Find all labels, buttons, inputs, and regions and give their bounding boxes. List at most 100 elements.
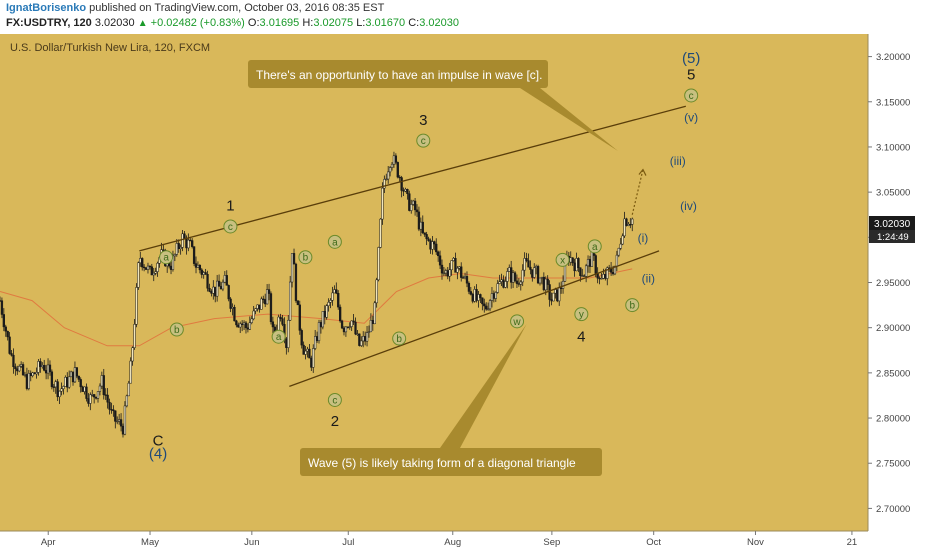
candle-body xyxy=(546,278,549,285)
candle-body xyxy=(191,240,194,247)
candle-body xyxy=(429,240,432,250)
candle-body xyxy=(314,336,317,349)
candle-body xyxy=(206,274,209,289)
candle-body xyxy=(377,247,380,281)
candle-body xyxy=(383,179,386,189)
candle-body xyxy=(298,304,301,331)
candle-body xyxy=(248,322,251,330)
candle-body xyxy=(79,379,82,388)
candle-body xyxy=(227,285,230,300)
candle-body xyxy=(604,274,607,279)
candle-body xyxy=(621,235,624,245)
candle-body xyxy=(362,336,365,342)
candle-body xyxy=(10,353,13,356)
time-axis-background[interactable] xyxy=(0,531,868,550)
candle-body xyxy=(527,260,530,268)
wave-label-y: y xyxy=(579,310,584,321)
candle-body xyxy=(212,286,215,294)
ohlc-line: FX:USDTRY, 120 3.02030 ▲ +0.02482 (+0.83… xyxy=(6,17,459,29)
candle-body xyxy=(150,266,153,276)
high-value: 3.02075 xyxy=(313,17,354,29)
y-tick-label: 3.05000 xyxy=(876,188,910,199)
candle-body xyxy=(504,281,507,288)
candle-body xyxy=(550,299,553,302)
wave-label-a: a xyxy=(332,237,338,248)
candle-body xyxy=(142,266,146,269)
wave-circle xyxy=(298,250,313,265)
candle-body xyxy=(221,281,225,290)
candle-body xyxy=(561,281,565,289)
candle-body xyxy=(606,267,609,279)
candle-body xyxy=(523,258,526,271)
candle-body xyxy=(267,289,271,294)
candle-body xyxy=(415,209,419,213)
candle-body xyxy=(344,326,348,333)
candle-body xyxy=(285,338,288,348)
candle-body xyxy=(244,322,248,329)
candle-body xyxy=(456,267,459,273)
candle-body xyxy=(31,372,34,377)
callout-bottom-box xyxy=(300,448,602,476)
callouts: There's an opportunity to have an impuls… xyxy=(248,60,618,476)
candle-body xyxy=(333,289,336,294)
candle-body xyxy=(483,303,486,307)
candle-body xyxy=(496,283,499,293)
low-value: 3.01670 xyxy=(365,17,406,29)
candles xyxy=(0,151,634,438)
chart-area[interactable]: U.S. Dollar/Turkish New Lira, 120, FXCM … xyxy=(0,34,932,550)
author-link[interactable]: IgnatBorisenko xyxy=(6,2,87,14)
wave-circle xyxy=(574,307,589,322)
candle-body xyxy=(39,361,42,367)
candle-body xyxy=(14,366,17,370)
candle-body xyxy=(379,218,382,248)
candle-body xyxy=(192,246,196,264)
candle-body xyxy=(329,300,332,303)
last-price: 3.02030 xyxy=(94,17,135,29)
candle-body xyxy=(223,275,226,283)
wave-circle xyxy=(510,314,525,329)
candle-body xyxy=(515,280,519,284)
candle-body xyxy=(75,367,79,377)
y-tick-label: 2.70000 xyxy=(876,504,910,515)
candle-body xyxy=(121,425,125,435)
callout-bottom[interactable]: Wave (5) is likely taking form of a diag… xyxy=(300,324,602,476)
candle-body xyxy=(631,218,634,225)
candle-body xyxy=(511,272,515,283)
wave-circle xyxy=(327,234,342,249)
candle-body xyxy=(350,320,353,327)
candle-body xyxy=(513,272,517,282)
candle-body xyxy=(433,241,436,245)
open-value: 3.01695 xyxy=(259,17,300,29)
candle-body xyxy=(321,311,324,328)
candle-body xyxy=(64,377,67,387)
y-tick-label: 2.95000 xyxy=(876,278,910,289)
candle-body xyxy=(127,382,130,397)
candle-body xyxy=(540,276,544,279)
candle-body xyxy=(508,267,511,272)
candle-body xyxy=(204,272,207,275)
candle-body xyxy=(200,269,203,275)
candle-body xyxy=(306,348,309,352)
candle-body xyxy=(481,297,484,305)
candle-body xyxy=(450,260,453,271)
candle-body xyxy=(210,291,213,294)
candle-body xyxy=(506,271,509,282)
candle-body xyxy=(315,336,319,341)
price-axis-background[interactable] xyxy=(868,34,932,550)
candle-body xyxy=(225,275,228,286)
candle-body xyxy=(202,272,205,275)
candle-body xyxy=(287,319,290,348)
symbol-label[interactable]: FX:USDTRY, 120 xyxy=(6,17,92,29)
candle-body xyxy=(294,263,298,301)
wave-label-a: a xyxy=(163,253,169,264)
time-axis: Apr May Jun Jul Aug Sep Oct Nov 21 xyxy=(41,531,857,548)
candle-body xyxy=(179,247,182,249)
price-chart[interactable]: U.S. Dollar/Turkish New Lira, 120, FXCM … xyxy=(0,34,932,550)
callout-top[interactable]: There's an opportunity to have an impuls… xyxy=(248,60,618,152)
y-tick-label: 2.80000 xyxy=(876,414,910,425)
candle-body xyxy=(358,333,361,346)
candle-body xyxy=(254,308,257,312)
candle-body xyxy=(413,200,417,211)
wave-label-C: C xyxy=(153,433,164,450)
current-price-box xyxy=(869,216,915,230)
